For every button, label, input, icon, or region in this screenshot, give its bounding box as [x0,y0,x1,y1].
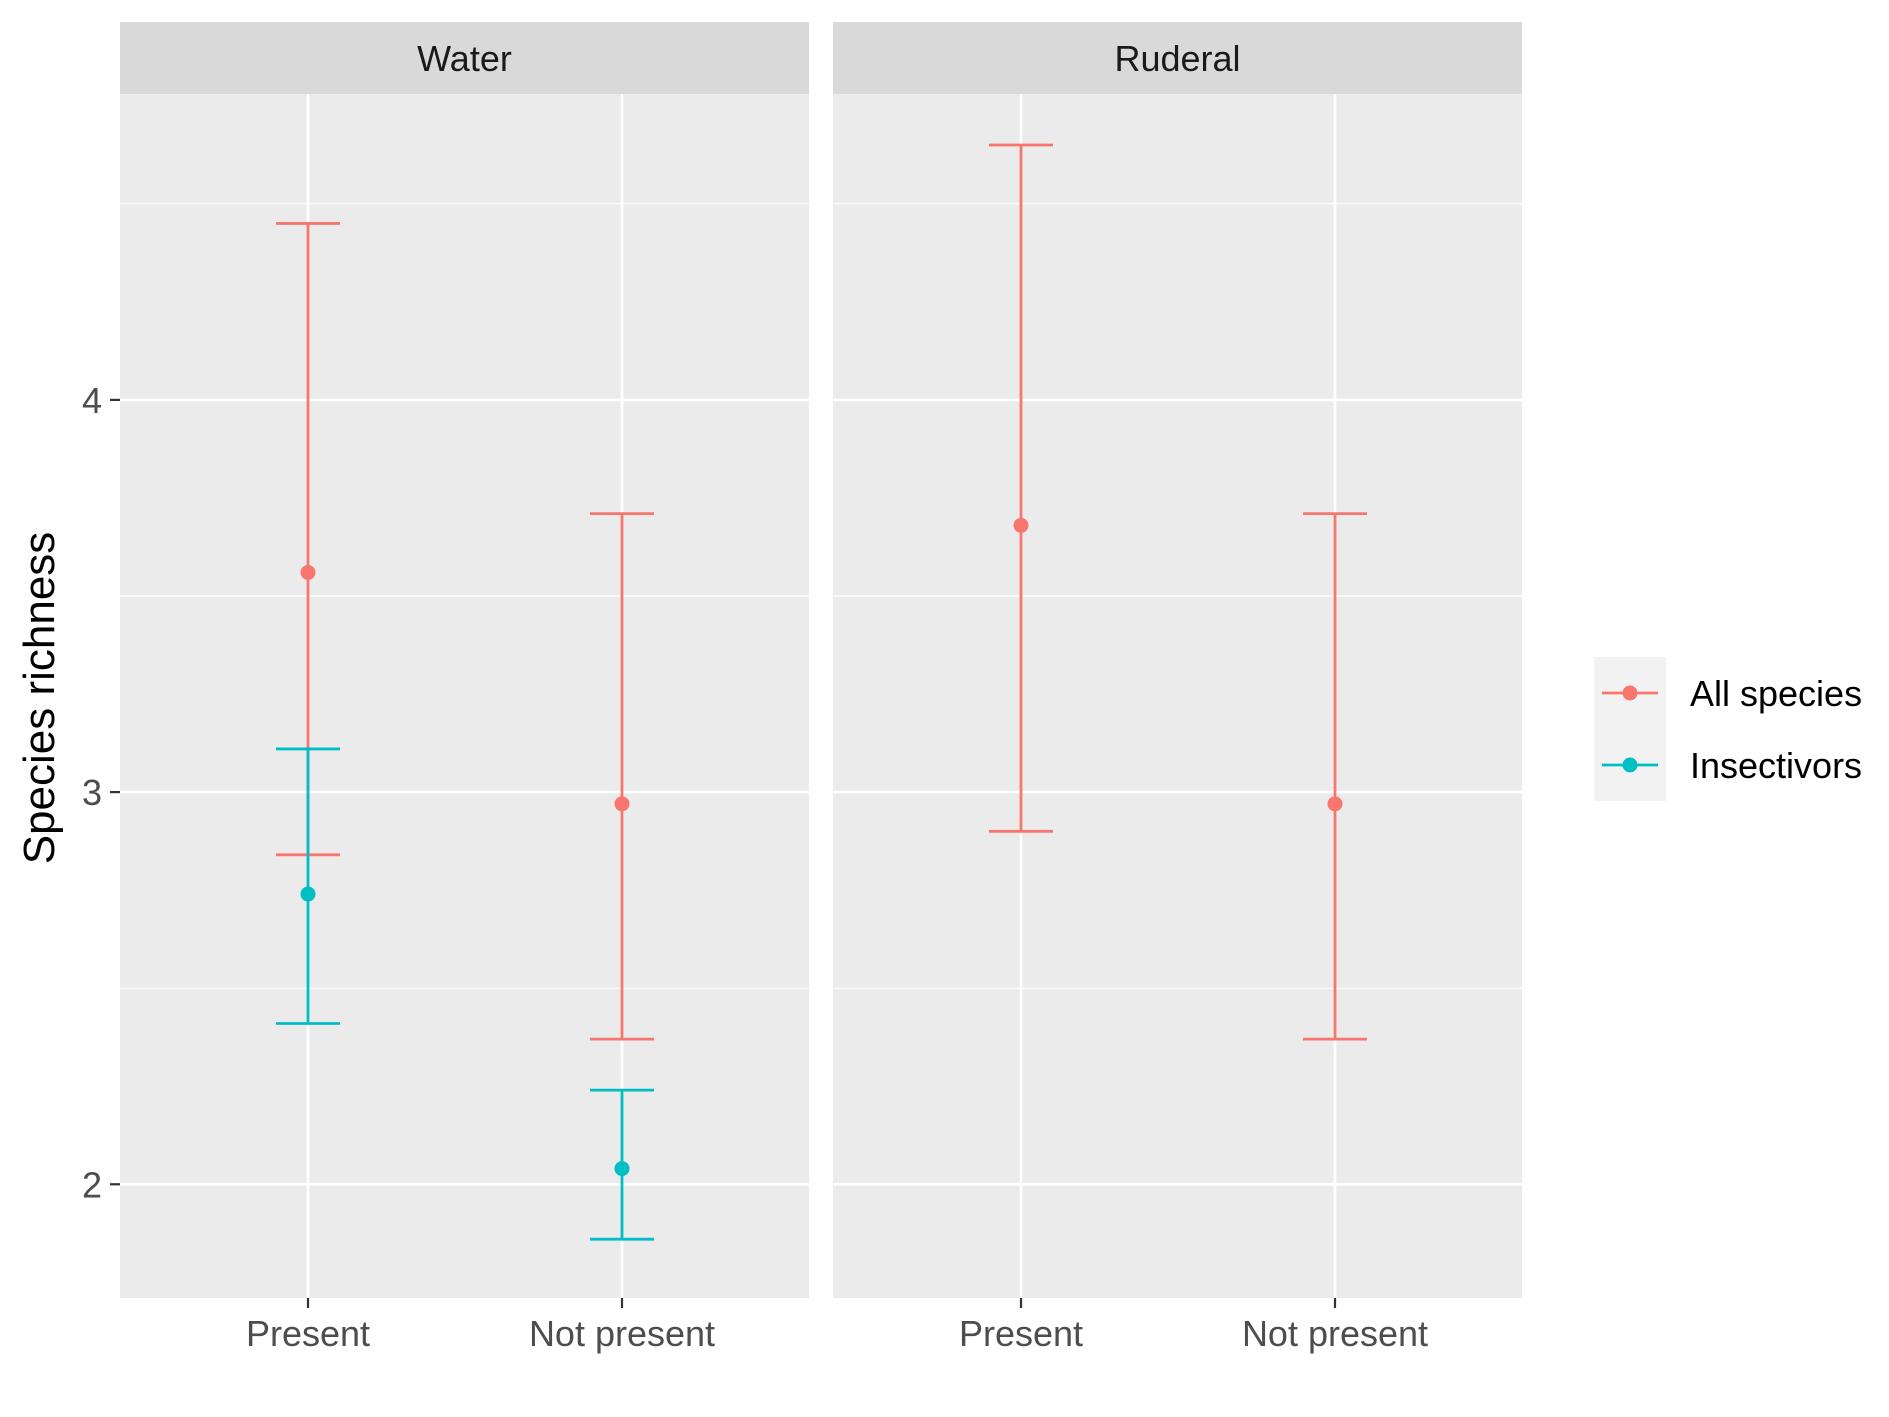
data-point [300,886,316,902]
legend-key-background [1594,657,1666,801]
facet-strip-label: Water [417,38,512,79]
y-tick-label: 4 [82,380,102,421]
x-tick-label: Not present [1242,1313,1428,1354]
legend-key-point [1622,685,1638,701]
y-tick-label: 3 [82,772,102,813]
legend-item-all-species: All species [1602,673,1862,714]
errorbar-all-species [590,512,654,1041]
x-tick-label: Present [959,1313,1083,1354]
y-axis: 2 3 4 [82,380,120,1205]
data-point [300,564,316,580]
facet-strip [120,22,809,94]
x-tick-label: Not present [529,1313,715,1354]
errorbar-all-species [1303,512,1367,1041]
errorbar-insectivors [590,1088,654,1241]
legend-label: All species [1690,673,1862,714]
data-point [614,796,630,812]
panel-background [833,94,1522,1298]
y-tick-label: 2 [82,1164,102,1205]
legend-label: Insectivors [1690,745,1862,786]
x-tick-label: Present [246,1313,370,1354]
errorbar-all-species [989,143,1053,833]
data-point [614,1161,630,1177]
panels-layer: Water Present Not present Ruderal Present Not… [120,22,1522,1354]
data-point [1327,796,1343,812]
facet-panel-ruderal: Ruderal Present Not present [833,22,1522,1354]
facet-strip-label: Ruderal [1114,38,1240,79]
y-axis-title: Species richness [15,532,64,865]
data-point [1013,517,1029,533]
facet-strip [833,22,1522,94]
panel-background [120,94,809,1298]
errorbar-insectivors [276,747,340,1025]
legend-key-point [1622,757,1638,773]
legend-item-insectivors: Insectivors [1602,745,1862,786]
facet-panel-water: Water Present Not present [120,22,809,1354]
legend: All species Insectivors [1594,657,1862,801]
